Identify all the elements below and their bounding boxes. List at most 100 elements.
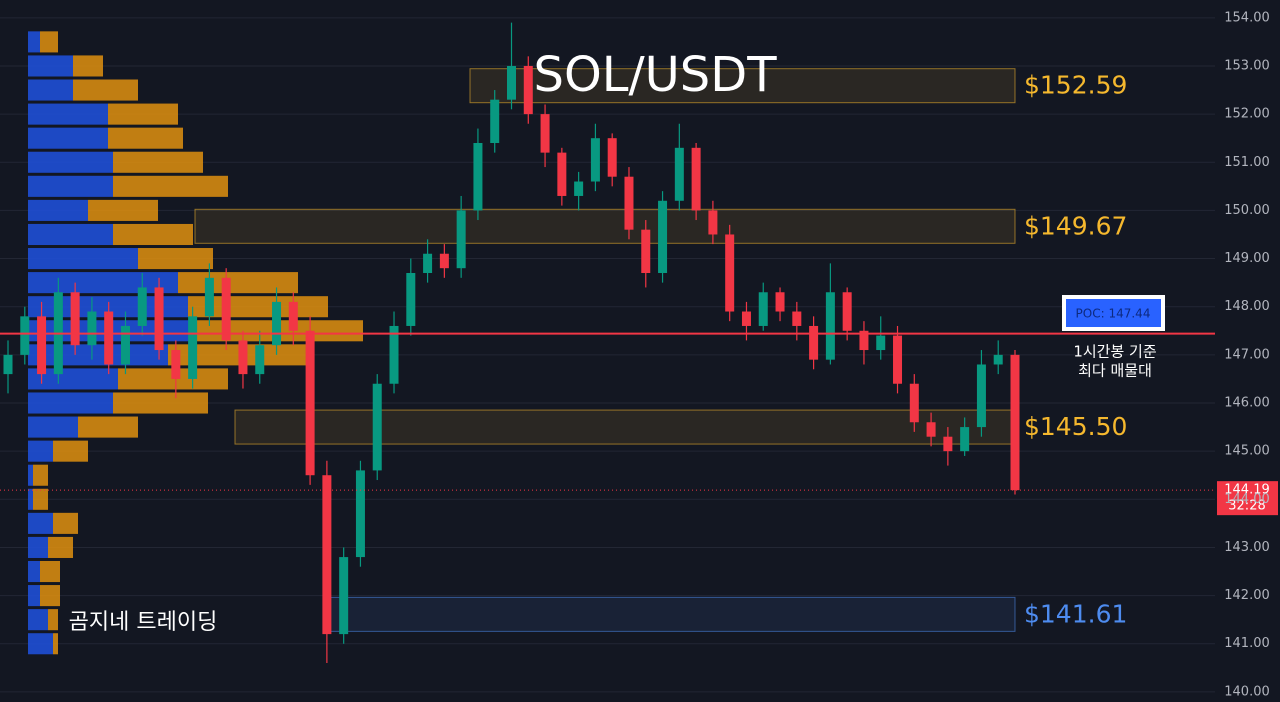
- last-price-label: 144.19: [1224, 483, 1270, 498]
- vp-sell: [178, 272, 298, 294]
- y-tick-label: 144.00: [1224, 492, 1270, 507]
- candle-body: [3, 354, 13, 375]
- candle-body: [120, 325, 130, 365]
- vp-buy: [28, 79, 73, 101]
- candle-body: [507, 65, 516, 100]
- vp-sell: [48, 609, 58, 631]
- y-tick-label: 147.00: [1224, 347, 1270, 362]
- vp-buy: [28, 199, 88, 221]
- candle-body: [540, 114, 550, 153]
- vp-sell: [138, 248, 213, 270]
- level-label: $145.50: [1024, 412, 1127, 441]
- candle-body: [674, 147, 684, 201]
- vp-sell: [48, 536, 73, 558]
- vp-sell: [78, 416, 138, 438]
- last-price-tag: [1217, 481, 1278, 516]
- vp-sell: [113, 392, 208, 414]
- candle-body: [607, 138, 617, 177]
- volume-profile: [28, 31, 363, 655]
- vp-buy: [28, 368, 118, 390]
- candle-body: [926, 422, 936, 437]
- candle-body: [238, 340, 248, 375]
- candle-body: [171, 350, 181, 379]
- vp-sell: [108, 127, 183, 149]
- candle-body: [792, 311, 802, 326]
- vp-sell: [108, 103, 178, 125]
- vp-buy: [28, 440, 53, 462]
- candle-body: [741, 311, 751, 326]
- candle-body: [423, 253, 433, 273]
- vp-buy: [28, 344, 168, 366]
- candle-body: [1010, 354, 1020, 491]
- candle-body: [574, 181, 584, 196]
- vp-buy: [28, 248, 138, 270]
- vp-buy: [28, 512, 53, 534]
- candle-body: [70, 292, 80, 346]
- candle-body: [221, 277, 231, 341]
- y-tick-label: 140.00: [1224, 684, 1270, 699]
- y-tick-label: 148.00: [1224, 299, 1270, 314]
- y-tick-label: 151.00: [1224, 155, 1270, 170]
- candle-body: [725, 234, 735, 312]
- y-tick-label: 150.00: [1224, 203, 1270, 218]
- vp-buy: [28, 609, 48, 631]
- zone: [194, 208, 1016, 244]
- candle-body: [439, 253, 449, 269]
- vp-sell: [73, 79, 138, 101]
- vp-sell: [113, 151, 203, 173]
- candle-body: [473, 143, 483, 211]
- candle-body: [456, 210, 466, 269]
- candle-body: [658, 200, 668, 273]
- poc-box: [1066, 299, 1161, 327]
- candle-body: [104, 311, 114, 365]
- zone: [324, 596, 1016, 632]
- vp-buy: [28, 175, 113, 197]
- vp-sell: [53, 440, 88, 462]
- level-label: $149.67: [1024, 211, 1127, 240]
- poc-note: 1시간봉 기준: [1073, 343, 1157, 361]
- candle-body: [288, 301, 298, 331]
- overlay: $152.59 $149.67 $145.50 $141.61 POC: 147.44 1…: [0, 71, 1278, 628]
- vp-buy: [28, 103, 108, 125]
- candle-body: [960, 427, 970, 452]
- y-tick-label: 154.00: [1224, 10, 1270, 25]
- candle-body: [993, 354, 1003, 365]
- level-label: $152.59: [1024, 71, 1127, 100]
- candle-body: [909, 383, 919, 423]
- candle-body: [204, 277, 214, 317]
- vp-buy: [28, 585, 40, 607]
- candle-body: [590, 138, 600, 182]
- vp-buy: [28, 633, 53, 655]
- y-tick-label: 143.00: [1224, 540, 1270, 555]
- candle-body: [557, 152, 567, 196]
- candle-body: [859, 330, 869, 351]
- y-tick-label: 142.00: [1224, 588, 1270, 603]
- vp-buy: [28, 536, 48, 558]
- y-tick-label: 141.00: [1224, 636, 1270, 651]
- poc-note: 최다 매물대: [1078, 362, 1152, 380]
- candle-body: [87, 311, 97, 346]
- y-tick-label: 145.00: [1224, 444, 1270, 459]
- vp-sell: [73, 55, 103, 77]
- candle-body: [809, 325, 819, 360]
- candle-body: [775, 292, 785, 312]
- vp-buy: [28, 127, 108, 149]
- vp-sell: [53, 512, 78, 534]
- candle-body: [154, 287, 164, 351]
- candle-body: [825, 292, 835, 360]
- vp-buy: [28, 31, 40, 53]
- candle-body: [389, 325, 399, 384]
- watermark: 곰지네 트레이딩: [69, 610, 218, 635]
- vp-sell: [33, 488, 48, 510]
- candle-body: [339, 557, 349, 635]
- candle-body: [641, 229, 651, 273]
- zone: [469, 68, 1016, 104]
- candle-body: [691, 147, 701, 211]
- candle-body: [137, 287, 147, 326]
- vp-sell: [113, 175, 228, 197]
- candle-body: [372, 383, 382, 471]
- vp-sell: [40, 31, 58, 53]
- candle-body: [842, 292, 852, 331]
- y-tick-label: 152.00: [1224, 107, 1270, 122]
